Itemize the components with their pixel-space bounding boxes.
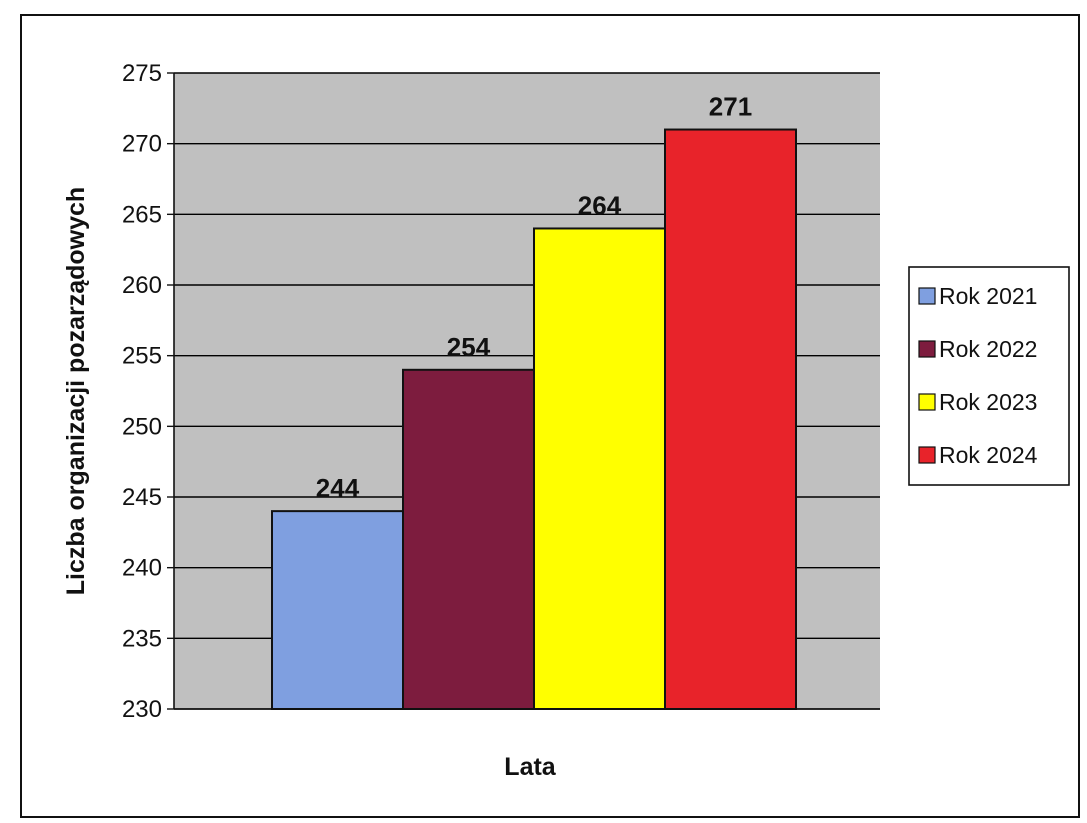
bar-rok-2021: [271, 510, 404, 710]
y-tick-label-245: 245: [122, 484, 162, 511]
legend-label-rok-2022: Rok 2022: [939, 336, 1037, 362]
y-axis-title: Liczba organizacji pozarządowych: [62, 187, 90, 595]
legend-label-rok-2021: Rok 2021: [939, 283, 1037, 309]
data-label-rok-2023: 264: [578, 190, 622, 220]
y-tick-label-270: 270: [122, 131, 162, 158]
legend-swatch-rok-2024: [918, 446, 936, 464]
legend-label-rok-2024: Rok 2024: [939, 442, 1038, 468]
y-tick-label-230: 230: [122, 696, 162, 723]
data-label-rok-2024: 271: [709, 92, 752, 122]
data-label-rok-2021: 244: [316, 473, 360, 503]
bar-rok-2023: [533, 227, 666, 710]
y-tick-label-265: 265: [122, 201, 162, 228]
legend-swatch-rok-2022: [918, 340, 936, 358]
bar-rok-2024: [664, 128, 797, 711]
y-tick-label-250: 250: [122, 413, 162, 440]
bars: [271, 128, 797, 711]
y-axis-ticks: 230 235 240 245 250 255 260 265 270 275: [122, 60, 174, 723]
y-tick-label-240: 240: [122, 555, 162, 582]
legend-swatch-rok-2023: [918, 393, 936, 411]
legend: Rok 2021 Rok 2022 Rok 2023 Rok 2024: [908, 266, 1070, 486]
data-labels: 244 254 264 271: [316, 92, 752, 504]
y-tick-label-260: 260: [122, 272, 162, 299]
y-tick-label-255: 255: [122, 343, 162, 370]
legend-box: [908, 266, 1070, 486]
legend-label-rok-2023: Rok 2023: [939, 389, 1037, 415]
y-tick-label-275: 275: [122, 60, 162, 87]
data-label-rok-2022: 254: [447, 332, 491, 362]
x-axis-title: Lata: [504, 753, 557, 781]
legend-swatch-rok-2021: [918, 287, 936, 305]
bar-rok-2022: [402, 368, 535, 710]
y-tick-label-235: 235: [122, 625, 162, 652]
